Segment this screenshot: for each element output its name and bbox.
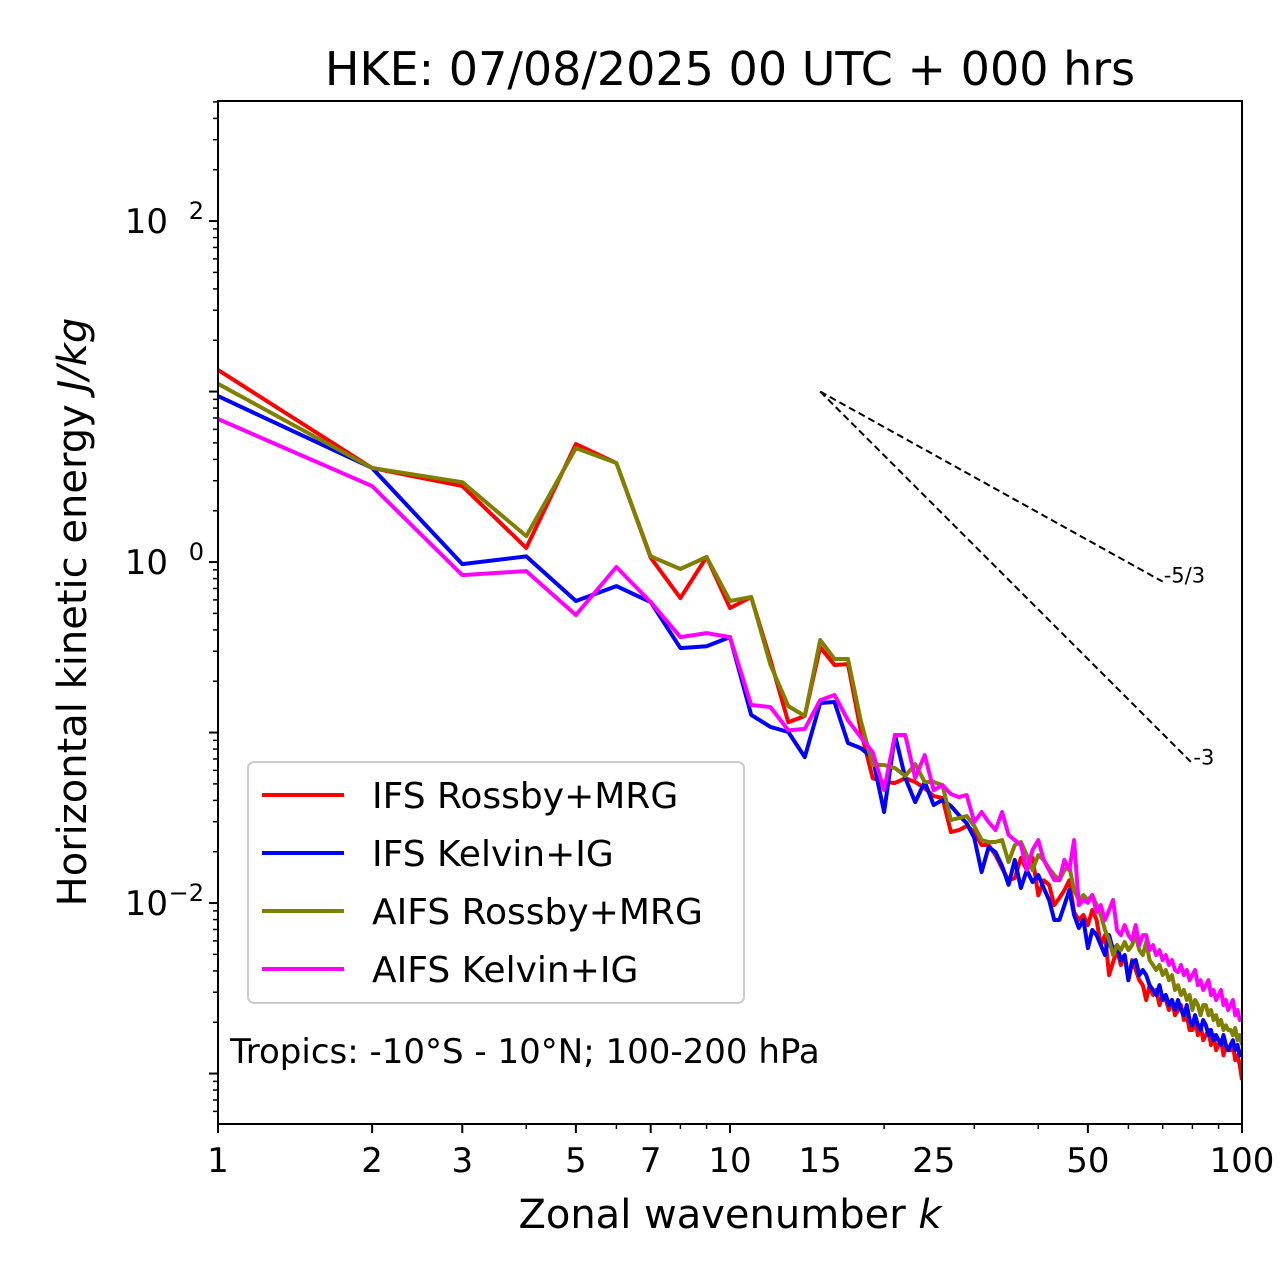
legend-label-0: IFS Rossby+MRG xyxy=(372,776,678,817)
x-tick-label: 1 xyxy=(207,1141,229,1181)
x-tick-label: 7 xyxy=(640,1141,662,1181)
series-line-3 xyxy=(218,417,1242,1022)
x-tick-label: 15 xyxy=(799,1141,842,1181)
y-tick-label: 10 xyxy=(125,543,168,583)
x-axis-label: Zonal wavenumber k xyxy=(518,1192,943,1238)
x-tick-label: 2 xyxy=(361,1141,383,1181)
reference-slope-label-0: -5/3 xyxy=(1164,564,1205,588)
series-line-1 xyxy=(218,394,1242,1058)
reference-slopes: -5/3 -3 xyxy=(819,390,1214,769)
y-tick-exponent: 0 xyxy=(189,538,204,566)
x-axis-label-var: k xyxy=(918,1192,943,1238)
x-tick-label: 3 xyxy=(451,1141,473,1181)
chart-title: HKE: 07/08/2025 00 UTC + 000 hrs xyxy=(325,42,1135,96)
legend-label-1: IFS Kelvin+IG xyxy=(372,834,614,875)
legend: IFS Rossby+MRG IFS Kelvin+IG AIFS Rossby+M… xyxy=(247,761,745,1004)
y-axis-label-text: Horizontal kinetic energy xyxy=(50,392,96,907)
x-axis-ticks: 1 2 3 5 7 10 15 25 50 100 xyxy=(207,1124,1274,1181)
x-axis-label-text: Zonal wavenumber xyxy=(518,1192,918,1238)
x-tick-label: 100 xyxy=(1210,1141,1275,1181)
series-layer xyxy=(218,368,1242,1081)
x-tick-label: 5 xyxy=(565,1141,587,1181)
x-tick-label: 10 xyxy=(708,1141,751,1181)
x-tick-label: 50 xyxy=(1066,1141,1109,1181)
legend-label-2: AIFS Rossby+MRG xyxy=(372,892,703,933)
x-tick-label: 25 xyxy=(912,1141,955,1181)
y-axis-label: Horizontal kinetic energy J/kg xyxy=(50,318,96,907)
reference-slope-label-1: -3 xyxy=(1193,745,1214,769)
y-tick-label: 10 xyxy=(125,884,168,924)
y-tick-exponent: 2 xyxy=(189,197,204,225)
y-axis-label-unit: J/kg xyxy=(50,318,96,399)
region-annotation: Tropics: -10°S - 10°N; 100-200 hPa xyxy=(229,1032,820,1072)
legend-box xyxy=(247,761,745,1004)
y-tick-label: 10 xyxy=(125,202,168,242)
y-tick-exponent: −2 xyxy=(169,879,204,907)
legend-label-3: AIFS Kelvin+IG xyxy=(372,950,638,991)
plot-area: -5/3 -3 xyxy=(218,368,1242,1081)
